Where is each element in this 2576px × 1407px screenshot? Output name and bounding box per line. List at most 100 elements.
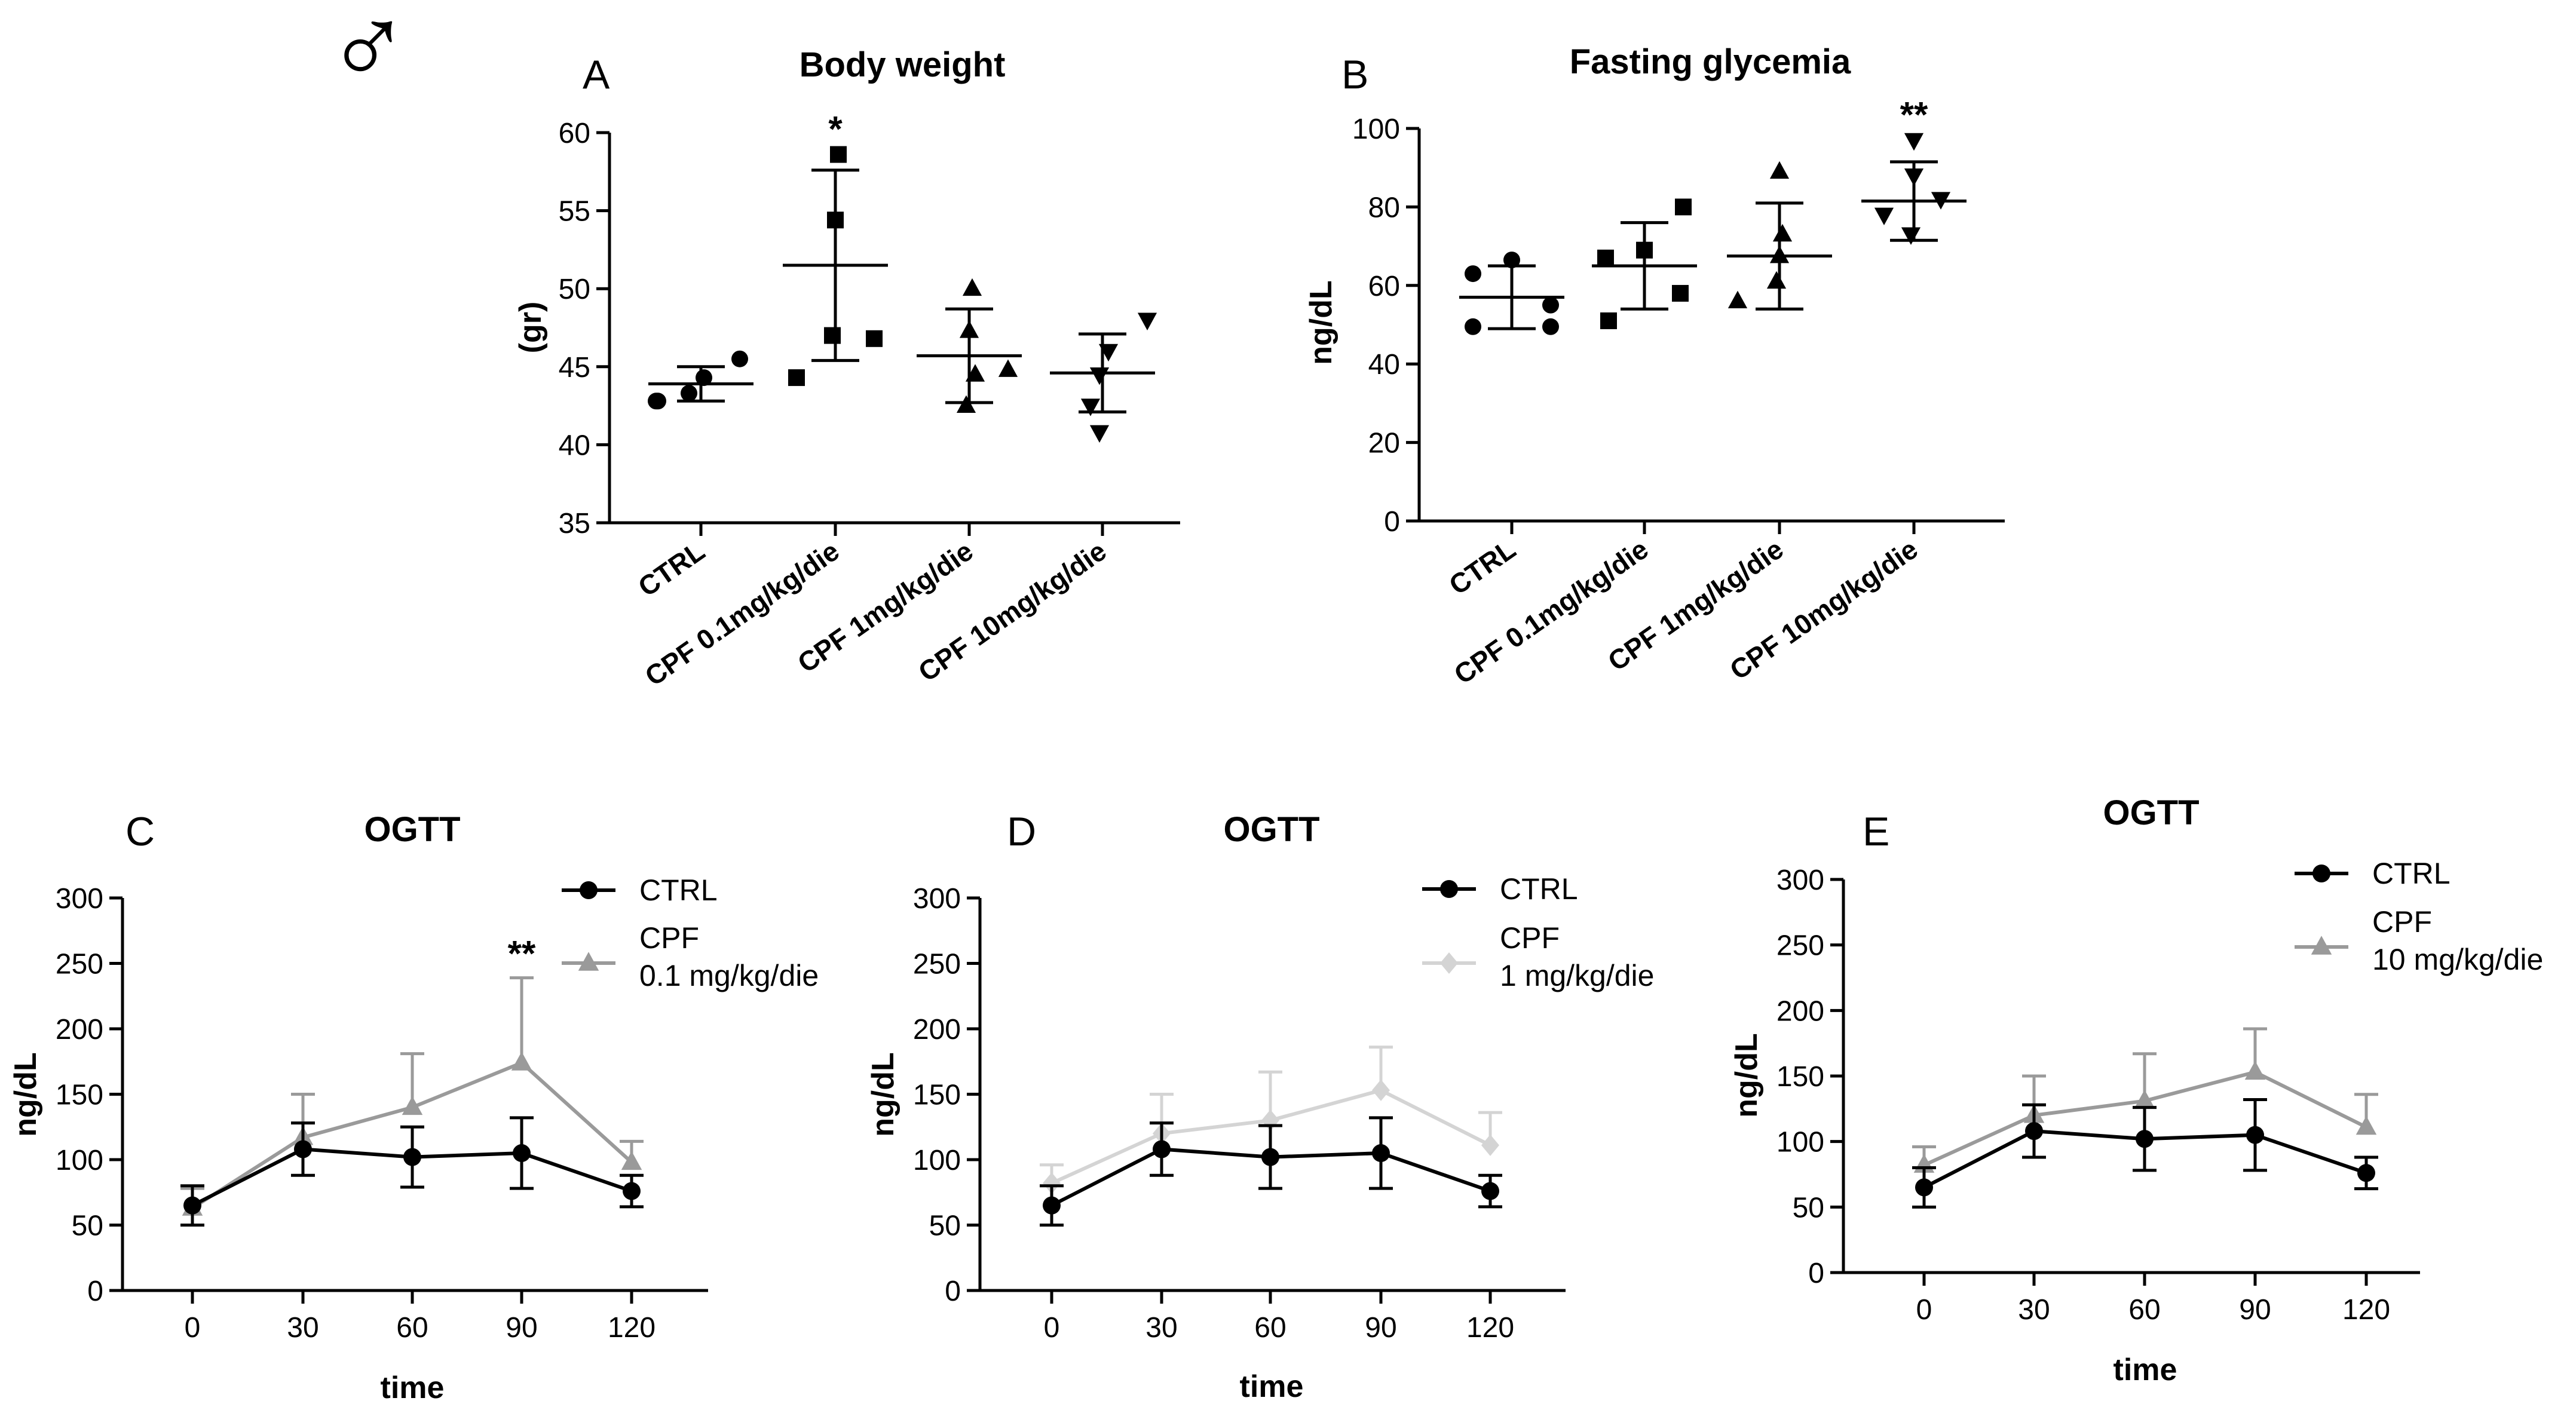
- y-tick-label: 35: [559, 508, 590, 539]
- data-point: [2356, 1115, 2377, 1135]
- data-point: [513, 1144, 531, 1163]
- data-point: [1542, 318, 1559, 335]
- data-point: [959, 320, 979, 338]
- legend-label-ctrl: CTRL: [1500, 872, 1578, 906]
- chart-c-ogtt: C OGTT ng/dL time 0 50 100 150 200 250 300 0 30 60 90 1…: [8, 809, 819, 1405]
- y-tick-label: 50: [1793, 1192, 1824, 1224]
- male-sex-symbol: ♂: [326, 0, 411, 105]
- x-tick-label: 60: [396, 1312, 428, 1344]
- x-axis-label: time: [381, 1371, 445, 1404]
- data-point: [623, 1182, 641, 1200]
- legend-label-ctrl: CTRL: [2372, 857, 2451, 890]
- y-tick-label: 40: [1368, 349, 1400, 381]
- data-point: [1636, 241, 1653, 259]
- data-point: [2244, 1060, 2266, 1080]
- series-ctrl: [1912, 1098, 2378, 1209]
- x-tick-label: 90: [2239, 1294, 2271, 1326]
- data-point: [1089, 425, 1110, 443]
- data-point: [2136, 1130, 2154, 1148]
- x-tick-label: 60: [1254, 1312, 1286, 1344]
- data-point: [956, 395, 976, 413]
- chart-title: Fasting glycemia: [1570, 42, 1851, 81]
- legend-marker-cpf: [1440, 952, 1458, 974]
- data-point: [2246, 1126, 2264, 1144]
- chart-b-fasting-glycemia: B Fasting glycemiang/dL020406080100CTRLCP…: [1304, 42, 2005, 690]
- x-tick-label: 0: [1044, 1312, 1060, 1344]
- panel-label: C: [125, 809, 155, 854]
- x-axis-label: time: [1240, 1369, 1304, 1404]
- data-point: [1675, 198, 1692, 216]
- y-axis-label: ng/dL: [8, 1052, 43, 1137]
- data-point: [1043, 1196, 1061, 1215]
- x-axis-label: time: [2114, 1353, 2177, 1387]
- legend-label-cpf-dose: 10 mg/kg/die: [2372, 943, 2543, 976]
- series-ctrl: [1040, 1116, 1502, 1227]
- chart-title: OGTT: [2103, 793, 2199, 832]
- x-tick-label: 120: [2342, 1294, 2390, 1326]
- y-tick-label: 40: [559, 430, 590, 461]
- data-point: [1904, 133, 1924, 151]
- y-tick-label: 100: [1776, 1127, 1824, 1158]
- chart-d-ogtt: D OGTT ng/dL time 0 50 100 150 200 250 300 0 30 60 90 1…: [866, 809, 1654, 1404]
- data-point: [696, 369, 712, 387]
- x-tick-label: 30: [2018, 1294, 2050, 1326]
- data-point: [1904, 168, 1924, 186]
- panel-label: E: [1863, 809, 1889, 854]
- x-tick-label: 60: [2128, 1294, 2160, 1326]
- data-point: [1772, 223, 1793, 242]
- y-tick-label: 50: [559, 274, 590, 305]
- data-point: [1153, 1140, 1171, 1158]
- category-label: CTRL: [1443, 534, 1521, 601]
- y-axis-label: (gr): [513, 302, 548, 354]
- x-tick-label: 30: [287, 1312, 318, 1344]
- legend: CTRL CPF 0.1 mg/kg/die: [562, 873, 819, 992]
- x-tick-label: 90: [506, 1312, 537, 1344]
- y-tick-label: 50: [929, 1210, 961, 1242]
- data-point: [1915, 1178, 1933, 1197]
- y-tick-label: 300: [1776, 865, 1824, 896]
- data-point: [1481, 1182, 1499, 1200]
- legend-label-cpf-dose: 0.1 mg/kg/die: [639, 959, 819, 992]
- data-point: [1874, 207, 1894, 226]
- legend-label-cpf: CPF: [1500, 921, 1560, 955]
- data-point: [1766, 271, 1787, 289]
- data-point: [1769, 246, 1790, 263]
- data-point: [998, 359, 1018, 377]
- legend-label-ctrl: CTRL: [639, 873, 718, 907]
- y-tick-label: 0: [1808, 1258, 1824, 1289]
- data-point: [824, 327, 841, 344]
- y-tick-label: 80: [1368, 192, 1400, 223]
- legend-label-cpf: CPF: [2372, 905, 2432, 939]
- data-point: [1080, 399, 1101, 416]
- y-tick-label: 250: [56, 949, 103, 980]
- y-tick-label: 20: [1368, 428, 1400, 459]
- y-axis-label: ng/dL: [866, 1052, 900, 1137]
- y-tick-label: 200: [56, 1014, 103, 1046]
- data-point: [1542, 296, 1559, 314]
- data-point: [1901, 227, 1921, 245]
- series-cpf: [1912, 1027, 2378, 1173]
- y-tick-label: 60: [1368, 271, 1400, 302]
- x-tick-label: 30: [1145, 1312, 1177, 1344]
- data-point: [1043, 1172, 1061, 1194]
- data-point: [183, 1196, 201, 1215]
- data-point: [2134, 1089, 2155, 1109]
- y-tick-label: 100: [1352, 114, 1400, 145]
- y-axis-label: ng/dL: [1304, 280, 1338, 365]
- legend-marker-ctrl: [1440, 880, 1458, 898]
- series-cpf: [1040, 1046, 1502, 1194]
- x-tick-label: 0: [185, 1312, 201, 1344]
- panel-label: B: [1341, 52, 1368, 97]
- data-point: [866, 330, 883, 347]
- y-tick-label: 200: [913, 1014, 961, 1046]
- data-point: [1261, 1148, 1279, 1166]
- data-point: [965, 364, 985, 382]
- x-tick-label: 120: [608, 1312, 656, 1344]
- y-tick-label: 150: [56, 1080, 103, 1111]
- panel-label: A: [583, 52, 610, 97]
- x-tick-label: 90: [1365, 1312, 1396, 1344]
- significance-marker: **: [508, 933, 536, 973]
- y-tick-label: 250: [913, 949, 961, 980]
